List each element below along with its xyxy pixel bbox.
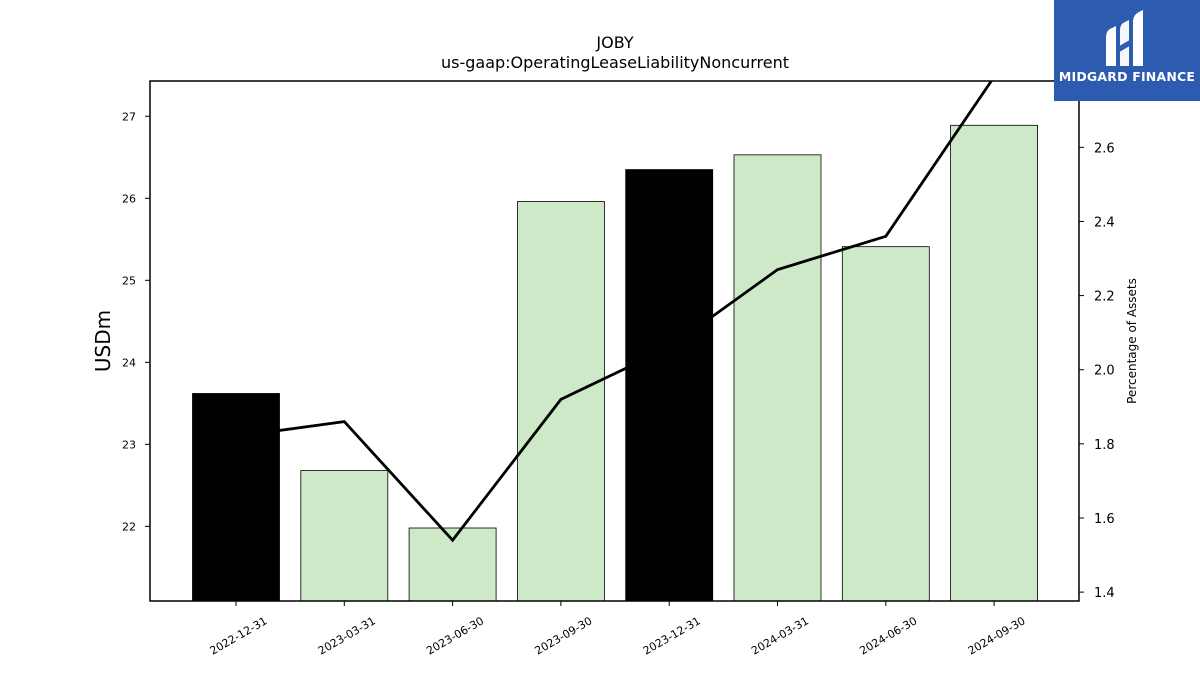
x-tick-label: 2023-12-31: [641, 614, 703, 657]
x-axis: 2022-12-31 2023-03-31 2023-06-30 2023-09-30…: [208, 601, 1028, 658]
chart-title: JOBY: [595, 33, 633, 52]
y-tick-label: 25: [122, 274, 136, 287]
y2-tick-label: 1.8: [1094, 438, 1115, 453]
x-tick-label: 2024-03-31: [749, 614, 811, 657]
y2-tick-label: 2.4: [1094, 215, 1115, 230]
line-percentage-of-assets: [235, 81, 994, 543]
plot-frame: [149, 80, 1080, 602]
y-tick-label: 27: [122, 110, 136, 123]
bar-2022-12-31: [192, 393, 280, 602]
x-tick-label: 2023-09-30: [533, 614, 595, 657]
midgard-finance-logo: MIDGARD FINANCE: [1054, 0, 1200, 101]
y2-tick-label: 2.2: [1094, 290, 1115, 305]
x-tick-label: 2024-06-30: [857, 614, 919, 657]
x-tick-label: 2022-12-31: [208, 614, 270, 657]
bar-2024-09-30: [950, 124, 1038, 602]
y2-tick-label: 1.6: [1094, 512, 1115, 527]
chart-subtitle: us-gaap:OperatingLeaseLiabilityNoncurren…: [441, 53, 789, 72]
y-axis-left: 22 23 24 25 26 27: [122, 110, 150, 533]
y2-tick-label: 2.6: [1094, 141, 1115, 156]
y2-tick-label: 2.0: [1094, 364, 1115, 379]
line-group: [235, 81, 994, 543]
x-tick-label: 2023-03-31: [316, 614, 378, 657]
logo-mark-icon: [1106, 10, 1143, 66]
bars-group: [192, 124, 1038, 602]
bar-2023-03-31: [300, 470, 389, 602]
y2-axis-label: Percentage of Assets: [1125, 278, 1139, 404]
x-tick-label: 2024-09-30: [966, 614, 1028, 657]
y-axis-label: USDm: [91, 310, 115, 372]
y-tick-label: 26: [122, 192, 136, 205]
bar-2024-03-31: [733, 154, 822, 602]
x-tick-label: 2023-06-30: [424, 614, 486, 657]
y2-tick-label: 1.4: [1094, 586, 1115, 601]
y-tick-label: 23: [122, 438, 136, 451]
y-axis-right: 1.4 1.6 1.8 2.0 2.2 2.4 2.6: [1079, 141, 1115, 601]
y-tick-label: 24: [122, 356, 136, 369]
bar-2023-12-31: [625, 169, 714, 602]
y-tick-label: 22: [122, 520, 136, 533]
bar-2024-06-30: [841, 246, 930, 602]
logo-text: MIDGARD FINANCE: [1058, 69, 1196, 84]
